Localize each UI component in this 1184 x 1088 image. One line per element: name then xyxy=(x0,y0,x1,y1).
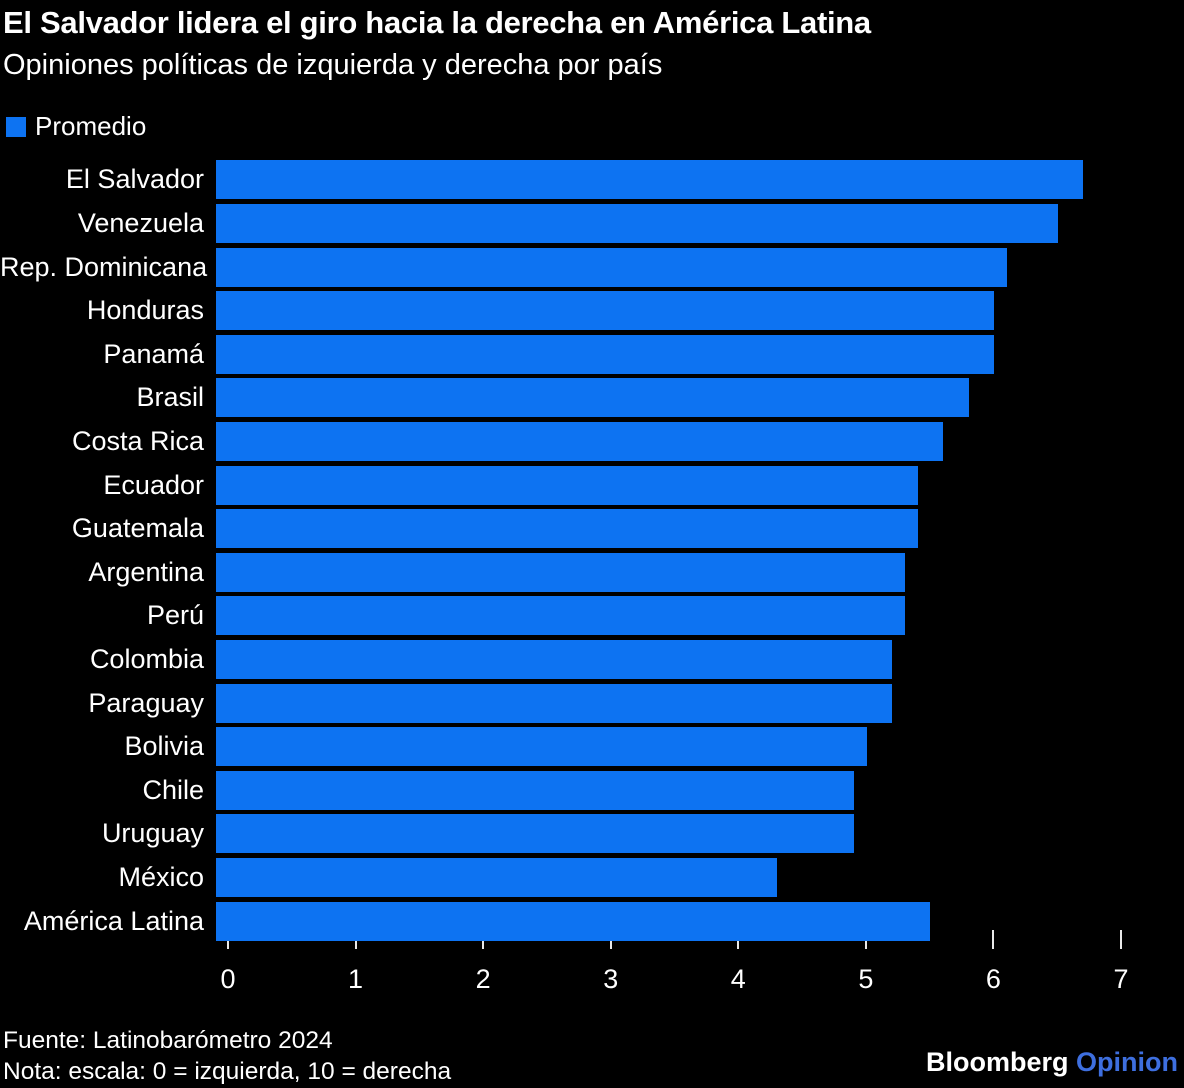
bar xyxy=(216,291,995,331)
bar-track xyxy=(216,683,1109,723)
chart-footer: Fuente: Latinobarómetro 2024 Nota: escal… xyxy=(3,1025,451,1087)
bar xyxy=(216,378,969,418)
source-note: Fuente: Latinobarómetro 2024 xyxy=(3,1027,333,1054)
axis-tick-label: 3 xyxy=(603,964,619,994)
category-label: Uruguay xyxy=(101,818,204,849)
bar xyxy=(216,814,854,854)
bar-row: Colombia xyxy=(0,638,1184,682)
bar-track xyxy=(216,858,1109,898)
bar xyxy=(216,596,905,636)
bloomberg-opinion-logo: Bloomberg Opinion xyxy=(926,1047,1178,1078)
bar-track xyxy=(216,509,1109,549)
bar-track xyxy=(216,160,1109,200)
bar xyxy=(216,421,944,461)
bar xyxy=(216,552,905,592)
bar-track xyxy=(216,465,1109,505)
bar xyxy=(216,858,778,898)
bar xyxy=(216,509,918,549)
bar-row: México xyxy=(0,856,1184,900)
scale-note: Nota: escala: 0 = izquierda, 10 = derech… xyxy=(3,1058,452,1085)
bar-row: Chile xyxy=(0,769,1184,813)
bar-row: Costa Rica xyxy=(0,420,1184,464)
bar-row: América Latina xyxy=(0,899,1184,943)
legend-swatch-icon xyxy=(6,116,26,137)
bar-row: Argentina xyxy=(0,550,1184,594)
bar xyxy=(216,334,995,374)
axis-tick-label: 4 xyxy=(730,964,746,994)
category-label: El Salvador xyxy=(65,164,204,195)
bar-track xyxy=(216,291,1109,331)
category-label: Guatemala xyxy=(71,513,204,544)
bar xyxy=(216,770,854,810)
chart-subtitle: Opiniones políticas de izquierda y derec… xyxy=(3,49,663,81)
axis-tick xyxy=(1120,930,1122,949)
bar xyxy=(216,203,1058,243)
bar xyxy=(216,247,1007,287)
brand-bloomberg: Bloomberg xyxy=(925,1047,1069,1077)
category-label: México xyxy=(118,862,204,893)
axis-tick-label: 0 xyxy=(220,964,236,994)
bar xyxy=(216,465,918,505)
bar-track xyxy=(216,814,1109,854)
bar-row: Ecuador xyxy=(0,463,1184,507)
category-label: América Latina xyxy=(23,905,204,936)
bar-row: Panamá xyxy=(0,332,1184,376)
bar-row: Venezuela xyxy=(0,202,1184,246)
bar-track xyxy=(216,901,1109,941)
bar-row: Uruguay xyxy=(0,812,1184,856)
category-label: Venezuela xyxy=(77,207,204,238)
bar-row: Perú xyxy=(0,594,1184,638)
x-axis-labels: 0 1 2 3 4 5 6 7 xyxy=(220,964,1128,996)
axis-tick-label: 5 xyxy=(858,964,874,994)
bar-track xyxy=(216,378,1109,418)
bar-row: Bolivia xyxy=(0,725,1184,769)
bar xyxy=(216,901,931,941)
bar-row: Guatemala xyxy=(0,507,1184,551)
axis-tick-label: 6 xyxy=(985,964,1001,994)
bar xyxy=(216,727,867,767)
category-label: Panamá xyxy=(103,338,204,369)
bar-row: Brasil xyxy=(0,376,1184,420)
bar-track xyxy=(216,203,1109,243)
axis-tick-label: 7 xyxy=(1113,964,1129,994)
category-label: Rep. Dominicana xyxy=(0,251,208,282)
chart-title: El Salvador lidera el giro hacia la dere… xyxy=(3,5,871,40)
axis-tick-label: 1 xyxy=(348,964,364,994)
category-label: Argentina xyxy=(88,556,204,587)
bar-track xyxy=(216,770,1109,810)
bar xyxy=(216,640,893,679)
bar-rows: El Salvador Venezuela Rep. Dominicana Hondu… xyxy=(0,158,1184,943)
axis-tick xyxy=(992,930,995,949)
bar-row: Paraguay xyxy=(0,681,1184,725)
category-label: Paraguay xyxy=(88,687,204,718)
bar-track xyxy=(216,334,1109,374)
bar-track xyxy=(216,421,1109,461)
legend-label: Promedio xyxy=(35,111,147,141)
brand-opinion: Opinion xyxy=(1076,1047,1178,1077)
bar-track xyxy=(216,640,1109,679)
bar-track xyxy=(216,727,1109,767)
bar xyxy=(216,160,1084,200)
bar-row: Rep. Dominicana xyxy=(0,245,1184,289)
category-label: Bolivia xyxy=(124,731,204,762)
category-label: Colombia xyxy=(89,644,204,674)
bar-track xyxy=(216,552,1109,592)
chart-header: El Salvador lidera el giro hacia la dere… xyxy=(0,0,1184,81)
bar-track xyxy=(216,247,1109,287)
chart-legend: Promedio xyxy=(6,111,1184,142)
category-label: Chile xyxy=(142,774,204,805)
axis-tick-label: 2 xyxy=(475,964,491,994)
bar xyxy=(216,683,893,723)
bar-row: El Salvador xyxy=(0,158,1184,202)
bar-chart: El Salvador Venezuela Rep. Dominicana Hondu… xyxy=(0,158,1184,949)
category-label: Ecuador xyxy=(103,469,204,500)
bar-track xyxy=(216,596,1109,636)
category-label: Perú xyxy=(146,600,204,631)
category-label: Honduras xyxy=(86,295,204,326)
bar-row: Honduras xyxy=(0,289,1184,333)
category-label: Brasil xyxy=(136,382,204,413)
category-label: Costa Rica xyxy=(71,425,204,456)
